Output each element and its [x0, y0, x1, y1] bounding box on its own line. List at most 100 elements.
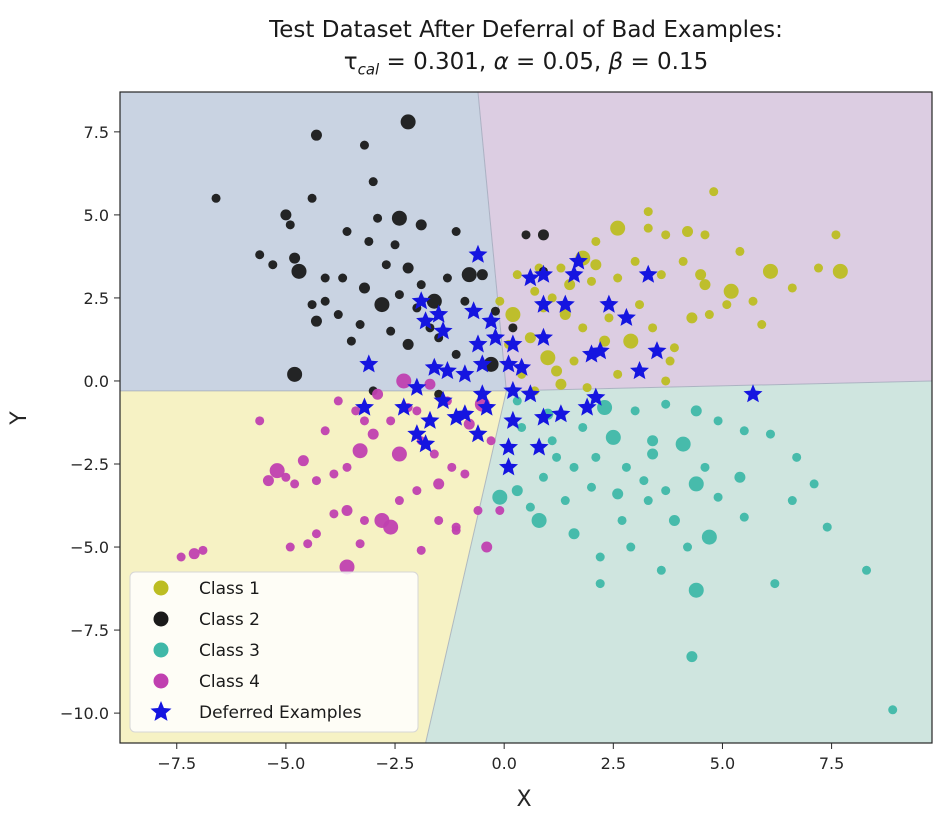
point-class-3-28: [809, 479, 819, 489]
point-class-3-41: [686, 651, 698, 663]
decision-boundary-2: [425, 390, 507, 743]
point-class-3-24: [688, 476, 704, 492]
point-class-2-38: [483, 356, 499, 372]
point-class-1-6: [682, 226, 694, 237]
point-class-1-5: [661, 230, 671, 240]
point-deferred-examples-26: [455, 364, 475, 383]
point-class-1-19: [530, 286, 540, 296]
point-deferred-examples-23: [359, 354, 379, 373]
point-class-2-17: [291, 263, 307, 279]
point-class-4-27: [329, 509, 339, 519]
y-tick-label: 5.0: [84, 206, 109, 225]
point-class-1-31: [832, 263, 848, 279]
point-class-3-3: [605, 429, 621, 445]
point-class-4-12: [386, 416, 396, 426]
point-class-1-41: [555, 378, 567, 390]
point-class-3-6: [690, 405, 702, 417]
point-class-3-53: [792, 452, 802, 462]
point-class-3-0: [512, 396, 522, 406]
point-deferred-examples-24: [424, 357, 444, 376]
legend-marker: [153, 673, 169, 689]
point-class-4-2: [198, 545, 208, 555]
legend-item-class-4: Class 4: [153, 672, 260, 692]
point-class-4-47: [359, 416, 369, 426]
point-class-1-33: [665, 356, 675, 366]
point-class-1-21: [559, 309, 571, 321]
point-class-4-51: [262, 475, 274, 487]
point-class-2-27: [320, 296, 330, 306]
point-class-1-42: [582, 383, 592, 393]
legend-marker: [153, 580, 169, 596]
point-class-2-24: [461, 267, 477, 283]
y-tick-label: −5.0: [70, 538, 109, 557]
x-tick-label: 2.5: [601, 754, 626, 773]
point-class-4-0: [176, 552, 186, 562]
point-class-2-21: [402, 262, 414, 274]
y-tick-label: −10.0: [60, 704, 109, 723]
point-class-4-7: [311, 476, 321, 486]
point-deferred-examples-40: [420, 410, 440, 429]
point-class-2-28: [307, 300, 317, 310]
point-class-3-19: [560, 496, 570, 506]
series-class-1: [495, 187, 848, 396]
y-axis-label: Y: [7, 411, 32, 426]
legend: Class 1 Class 2 Class 3 Class 4 Deferred Exa…: [129, 571, 419, 733]
point-class-3-42: [888, 705, 898, 715]
point-class-2-43: [508, 323, 518, 333]
legend-item-class-2: Class 2: [153, 610, 260, 630]
point-deferred-examples-48: [468, 424, 488, 443]
point-class-3-22: [639, 476, 649, 486]
point-class-2-25: [451, 227, 461, 236]
legend-label: Class 4: [199, 672, 260, 692]
point-class-1-3: [610, 220, 626, 236]
point-class-1-53: [757, 320, 767, 329]
point-class-3-32: [683, 542, 693, 552]
point-class-1-4: [643, 207, 653, 217]
point-class-2-45: [287, 366, 303, 382]
point-class-3-13: [591, 452, 601, 462]
point-class-3-23: [661, 486, 671, 496]
point-class-1-45: [505, 307, 521, 323]
point-class-3-4: [630, 406, 640, 416]
y-tick-label: 0.0: [84, 372, 109, 391]
title-alpha: α: [493, 49, 509, 75]
point-class-2-9: [373, 213, 383, 223]
point-deferred-examples-37: [477, 397, 497, 416]
point-class-4-21: [433, 478, 445, 490]
point-class-4-9: [342, 462, 352, 472]
point-class-4-29: [285, 542, 295, 552]
point-class-1-9: [735, 246, 745, 256]
y-tick-label: 7.5: [84, 123, 109, 142]
point-class-4-46: [424, 378, 436, 390]
point-class-4-36: [481, 541, 493, 553]
point-class-4-44: [320, 426, 330, 436]
point-class-3-52: [531, 512, 547, 528]
point-class-1-1: [564, 279, 576, 291]
point-class-4-8: [329, 469, 339, 479]
point-class-1-26: [686, 312, 698, 324]
point-class-3-16: [511, 485, 523, 497]
point-class-3-35: [595, 552, 605, 562]
point-deferred-examples-46: [407, 424, 427, 443]
point-class-3-18: [525, 502, 535, 512]
point-class-1-54: [704, 310, 714, 320]
point-class-1-15: [613, 273, 623, 283]
point-class-4-34: [473, 506, 483, 515]
point-class-3-25: [713, 492, 723, 502]
point-deferred-examples-2: [534, 264, 553, 283]
point-class-4-17: [391, 446, 407, 462]
point-class-4-10: [352, 443, 368, 459]
point-class-2-52: [426, 293, 442, 309]
title-tau: τ: [343, 49, 358, 75]
y-axis-ticks: −10.0 −7.5 −5.0 −2.5 0.0 2.5 5.0 7.5: [60, 123, 120, 723]
point-deferred-examples-32: [472, 384, 492, 403]
point-class-2-32: [394, 290, 404, 300]
point-class-3-48: [552, 452, 562, 462]
point-class-4-25: [359, 515, 369, 525]
point-class-3-26: [734, 471, 746, 483]
point-class-3-17: [492, 489, 508, 505]
point-class-4-23: [394, 496, 404, 506]
point-class-1-2: [591, 236, 601, 246]
point-class-1-35: [635, 300, 645, 310]
x-tick-label: −5.0: [266, 754, 305, 773]
